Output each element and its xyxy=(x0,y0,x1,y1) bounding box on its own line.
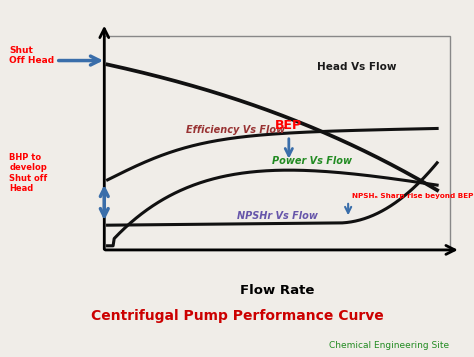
Text: Chemical Engineering Site: Chemical Engineering Site xyxy=(328,341,449,350)
Text: BEP: BEP xyxy=(275,119,302,132)
Text: BHP to
develop
Shut off
Head: BHP to develop Shut off Head xyxy=(9,153,48,193)
Text: Flow Rate: Flow Rate xyxy=(240,284,314,297)
Text: Efficiency Vs Flow: Efficiency Vs Flow xyxy=(186,125,285,135)
Text: NPSHr Vs Flow: NPSHr Vs Flow xyxy=(237,211,318,221)
Text: Centrifugal Pump Performance Curve: Centrifugal Pump Performance Curve xyxy=(91,309,383,323)
Text: Shut
Off Head: Shut Off Head xyxy=(9,46,55,65)
Text: Head Vs Flow: Head Vs Flow xyxy=(317,62,397,72)
Text: NPSHₐ Sharp rise beyond BEP: NPSHₐ Sharp rise beyond BEP xyxy=(352,193,473,199)
Text: Power Vs Flow: Power Vs Flow xyxy=(272,156,352,166)
